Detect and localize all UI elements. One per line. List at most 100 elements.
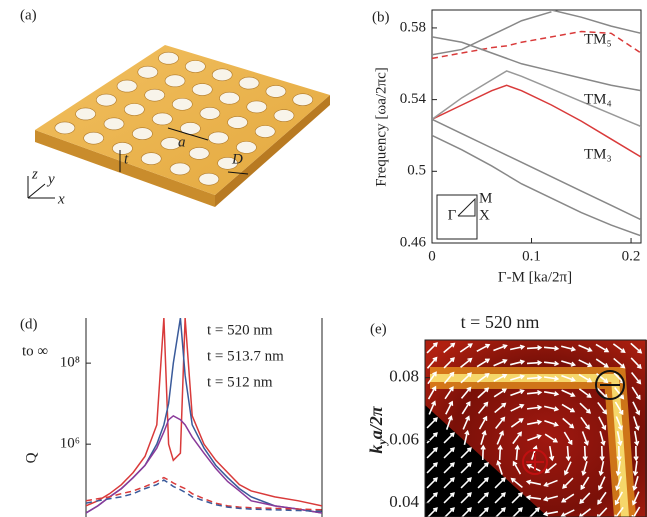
arrow-head	[587, 377, 593, 383]
arrow	[477, 402, 489, 414]
arrow	[543, 510, 559, 516]
series-label: t = 513.7 nm	[207, 348, 284, 364]
arrows	[426, 342, 643, 517]
arrow-head	[432, 371, 437, 377]
arrow-head	[537, 345, 543, 351]
arrow	[510, 404, 524, 412]
arrow	[526, 406, 542, 410]
arrow-head	[466, 447, 472, 453]
hole	[217, 156, 238, 170]
panel-label: (a)	[20, 7, 37, 23]
arrow	[476, 373, 490, 383]
arrow	[426, 342, 438, 354]
y-tick-label: 0.46	[400, 234, 427, 250]
hole	[164, 74, 186, 88]
arrow	[630, 342, 642, 354]
series-line	[432, 11, 552, 56]
series-line	[432, 36, 641, 92]
arrow-head	[552, 437, 559, 443]
arrow	[443, 342, 455, 354]
arrow	[526, 391, 542, 395]
arrow	[566, 445, 570, 461]
arrow	[477, 477, 489, 489]
slab-illustration	[27, 45, 330, 207]
arrow-head	[532, 445, 538, 451]
arrow-head	[602, 409, 608, 415]
arrow	[426, 357, 438, 369]
arrow	[476, 358, 490, 368]
series-label: t = 520 nm	[207, 322, 273, 338]
series-line	[432, 118, 641, 221]
series-line	[432, 70, 641, 128]
arrow	[428, 401, 436, 415]
arrow	[426, 492, 438, 504]
arrow	[511, 477, 523, 489]
hole	[75, 107, 96, 121]
arrow	[460, 387, 472, 399]
x-tick-label: 0.2	[622, 248, 641, 264]
arrow	[495, 417, 505, 429]
y-label-part: y	[375, 439, 389, 447]
arrow-head	[431, 385, 437, 391]
arrow	[443, 507, 455, 517]
hole	[112, 142, 133, 155]
arrow-head	[599, 456, 605, 462]
arrow	[493, 374, 507, 382]
slab-side	[215, 95, 330, 207]
arrow	[580, 416, 590, 430]
y-label-part: a/2π	[366, 405, 386, 439]
arrow-head	[619, 394, 625, 400]
axis-label: y	[46, 171, 55, 187]
arrow	[445, 416, 453, 430]
arrow-head	[635, 410, 641, 416]
arrow-head	[570, 392, 576, 398]
arrow	[563, 431, 573, 445]
arrow-head	[484, 373, 490, 378]
arrow	[426, 432, 438, 444]
arrow-head	[553, 406, 560, 412]
band	[430, 374, 629, 517]
arrow	[510, 389, 524, 397]
arrow	[561, 403, 575, 413]
arrow	[597, 491, 607, 505]
series-label: t = 512 nm	[207, 374, 273, 390]
arrow	[598, 476, 606, 490]
hole	[273, 109, 295, 122]
hole	[152, 112, 173, 126]
arrow-head	[449, 477, 455, 483]
arrow-head	[483, 477, 489, 483]
arrow-head	[537, 360, 543, 366]
arrow-head	[512, 460, 518, 466]
arrow	[515, 445, 519, 461]
a-arrow	[167, 127, 209, 141]
arrow-head	[500, 492, 506, 498]
arrow	[580, 476, 590, 490]
arrow	[562, 417, 574, 429]
arrow-head	[634, 440, 640, 447]
arrow-head	[620, 363, 626, 369]
arrow	[527, 434, 541, 442]
y-tick-label: 0.06	[389, 429, 419, 448]
hole	[246, 100, 268, 114]
arrow	[494, 507, 506, 517]
field-map	[425, 340, 647, 517]
x-tick-label: 0	[428, 248, 436, 264]
arrow-head	[560, 512, 566, 517]
arrow-head	[517, 492, 523, 498]
d-arrow	[227, 171, 249, 175]
arrow	[460, 357, 472, 369]
arrow	[426, 462, 438, 474]
title: t = 520 nm	[461, 312, 540, 332]
arrow-head	[517, 507, 523, 513]
arrow-head	[569, 423, 575, 429]
hole	[238, 76, 260, 90]
arrow	[477, 387, 489, 399]
arrow	[614, 491, 624, 505]
arrow-head	[534, 507, 540, 513]
arrow-head	[514, 444, 520, 450]
arrow-head	[537, 389, 543, 396]
axis-label: z	[31, 166, 38, 182]
arrow	[543, 390, 559, 396]
arrow	[443, 492, 455, 504]
arrow	[526, 346, 542, 350]
